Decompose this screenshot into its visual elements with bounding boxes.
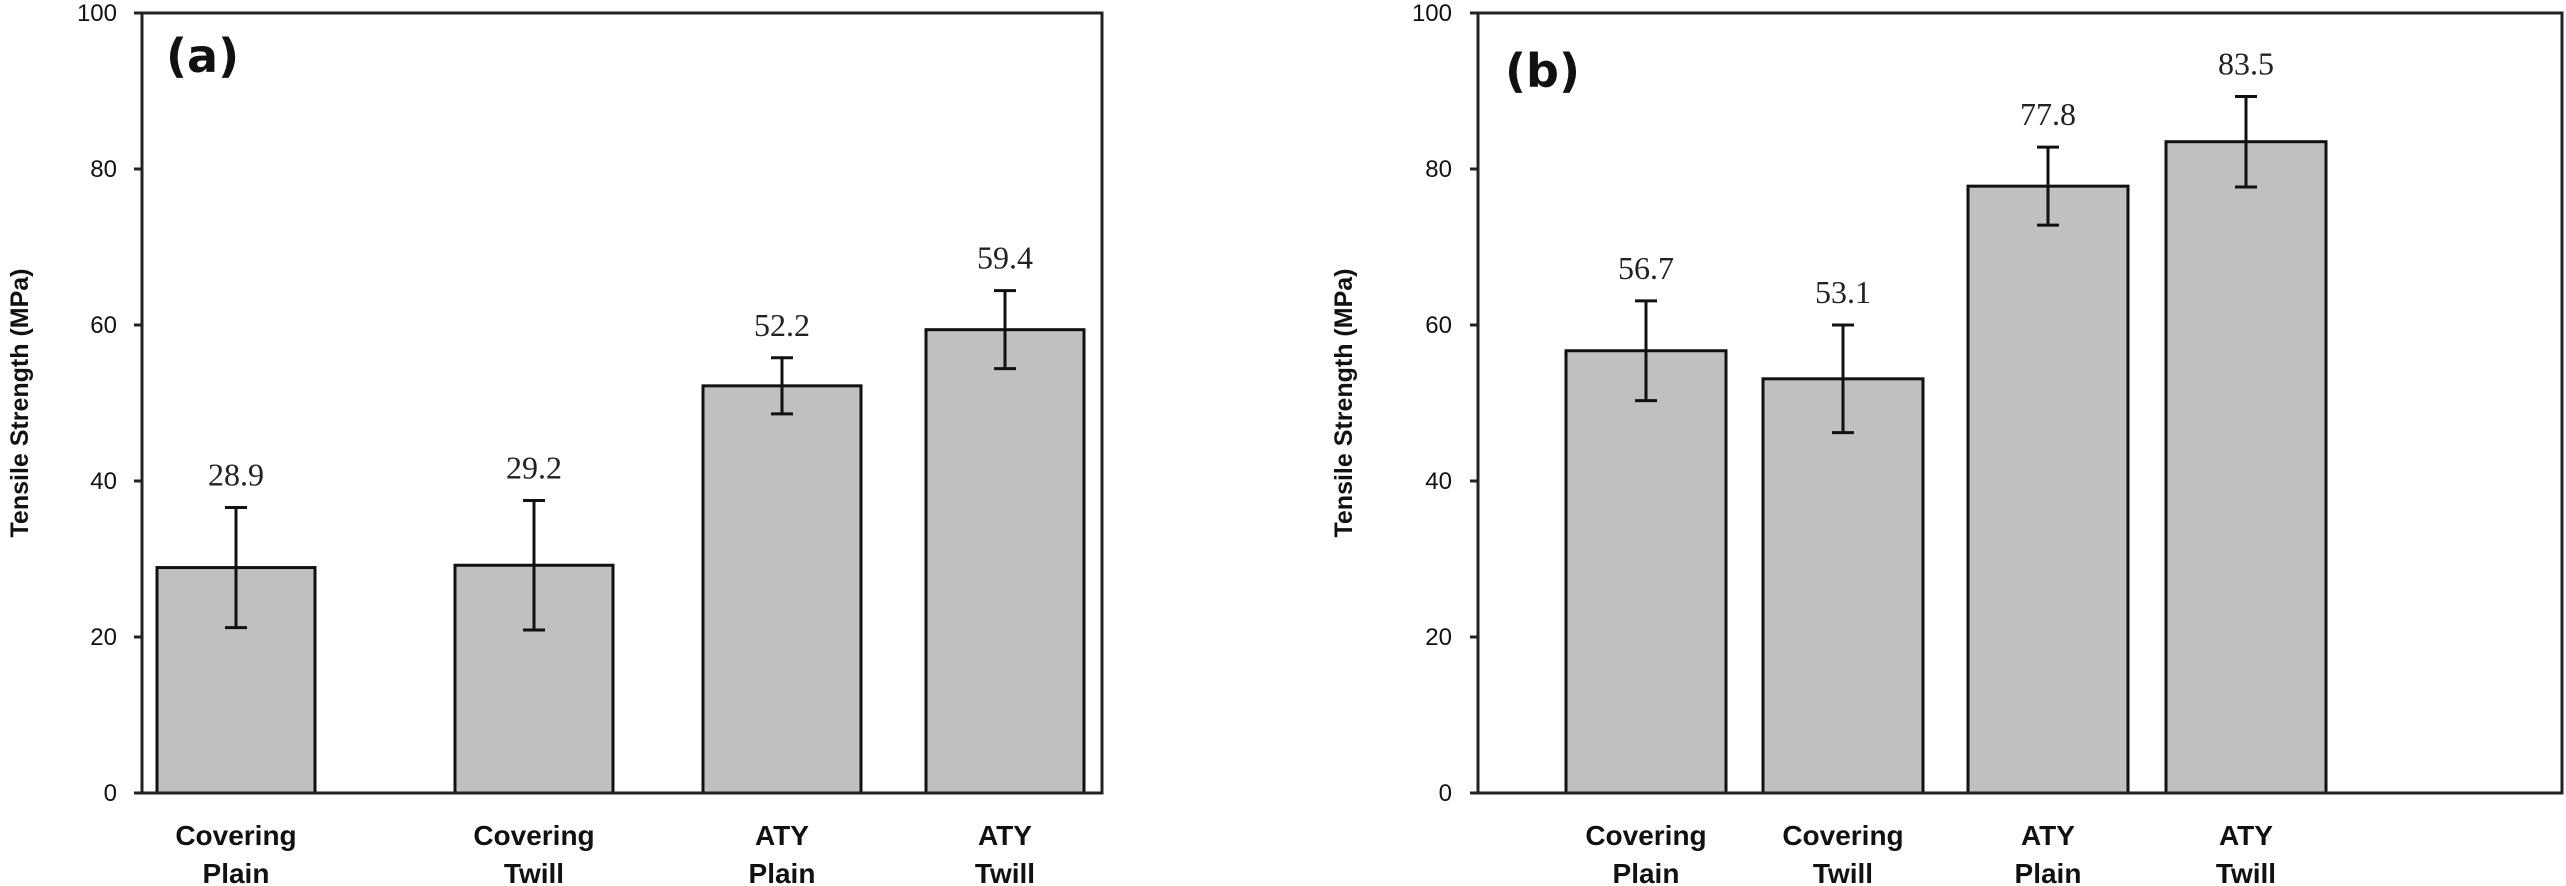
x-tick-label: ATY <box>2021 820 2075 851</box>
error-bar <box>2235 94 2257 189</box>
y-tick-label: 60 <box>1425 312 1452 339</box>
plot-frame <box>1476 11 2564 795</box>
x-tick-label: Plain <box>1613 858 1680 886</box>
error-bar <box>771 356 793 416</box>
panel-label: (a) <box>166 29 239 83</box>
y-tick-label: 40 <box>1425 468 1452 495</box>
x-tick-label: ATY <box>978 820 1032 851</box>
y-tick-label: 0 <box>1439 780 1452 807</box>
data-label: 59.4 <box>977 240 1033 276</box>
x-tick-label: Twill <box>2216 858 2276 886</box>
bar <box>924 328 1086 795</box>
x-tick-label: Plain <box>749 858 816 886</box>
y-tick-label: 20 <box>90 624 117 651</box>
x-tick-label: Twill <box>975 858 1035 886</box>
bar <box>701 384 863 795</box>
panel-label: (b) <box>1505 44 1580 98</box>
y-tick-label: 60 <box>90 312 117 339</box>
y-axis-label: Tensile Strength (MPa) <box>1330 268 1358 537</box>
data-label: 77.8 <box>2020 96 2076 132</box>
x-tick-label: Covering <box>473 820 594 851</box>
panel-b: 56.7 Covering Plain 53.1 Covering Twill 77.8 AT… <box>1330 0 2564 886</box>
data-label: 28.9 <box>208 457 264 493</box>
y-tick-label: 100 <box>77 0 117 27</box>
plot-frame <box>140 11 1104 795</box>
y-tick-label: 40 <box>90 468 117 495</box>
x-tick-label: Covering <box>175 820 296 851</box>
bar <box>1761 377 1925 795</box>
data-label: 29.2 <box>506 450 562 486</box>
x-tick-label: ATY <box>2219 820 2273 851</box>
y-tick-label: 80 <box>90 156 117 183</box>
data-label: 56.7 <box>1618 250 1674 286</box>
x-tick-label: Covering <box>1782 820 1903 851</box>
x-tick-label: Plain <box>2015 858 2082 886</box>
bar <box>1966 184 2130 795</box>
error-bar <box>1635 299 1657 403</box>
x-tick-label: ATY <box>755 820 809 851</box>
y-tick-label: 100 <box>1412 0 1452 27</box>
error-bar <box>994 289 1016 371</box>
data-label: 52.2 <box>754 307 810 343</box>
y-tick-label: 20 <box>1425 624 1452 651</box>
y-tick-label: 80 <box>1425 156 1452 183</box>
y-tick-label: 0 <box>104 780 117 807</box>
panel-a: 28.9 Covering Plain 29.2 Covering Twill 52.2 AT… <box>6 0 1104 886</box>
error-bar <box>523 499 545 632</box>
y-axis-label: Tensile Strength (MPa) <box>6 268 34 537</box>
error-bar <box>2037 145 2059 227</box>
bar <box>1564 349 1728 795</box>
x-tick-label: Twill <box>1813 858 1873 886</box>
x-tick-label: Plain <box>203 858 270 886</box>
data-label: 53.1 <box>1815 274 1871 310</box>
data-label: 83.5 <box>2218 45 2274 81</box>
x-tick-label: Covering <box>1585 820 1706 851</box>
error-bar <box>1832 323 1854 435</box>
x-tick-label: Twill <box>504 858 564 886</box>
bar <box>2164 140 2328 795</box>
error-bar <box>225 506 247 630</box>
